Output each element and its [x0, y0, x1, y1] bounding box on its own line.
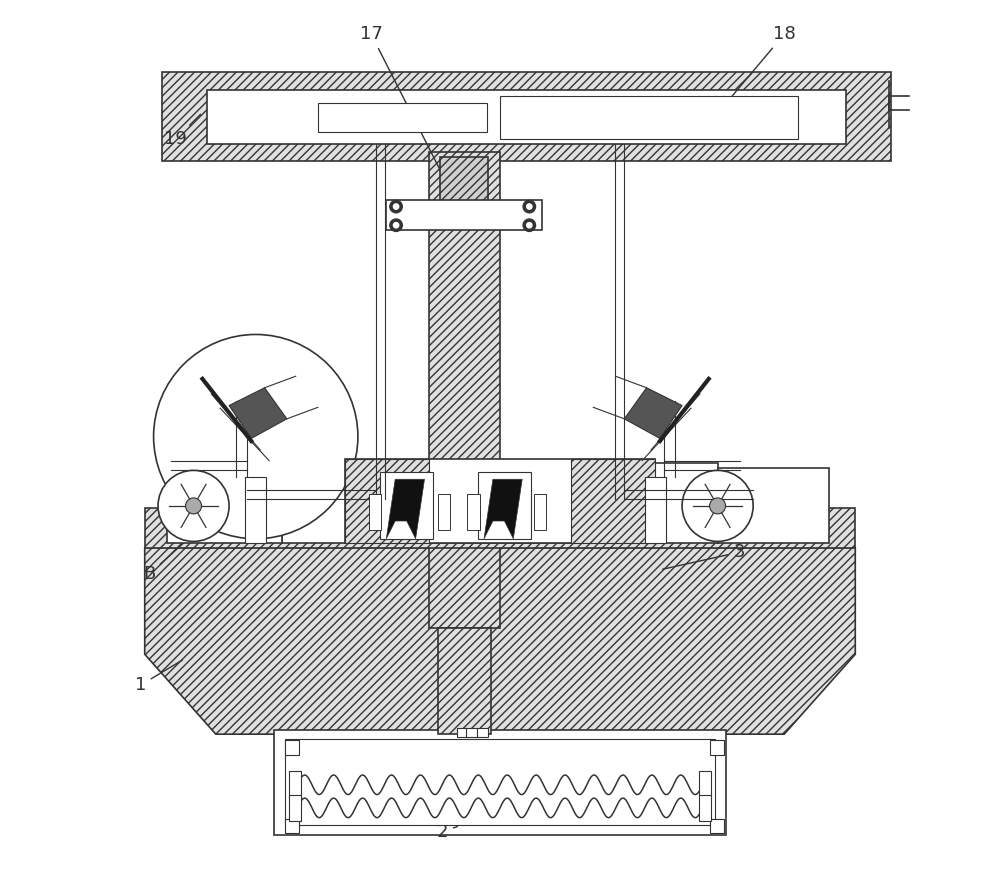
- Circle shape: [158, 470, 229, 542]
- Bar: [440, 157, 488, 203]
- Bar: [285, 740, 299, 755]
- Bar: [457, 728, 488, 737]
- Bar: [500, 96, 798, 139]
- Bar: [282, 463, 718, 544]
- Bar: [718, 468, 829, 544]
- Circle shape: [710, 498, 726, 514]
- Bar: [345, 459, 655, 544]
- Bar: [145, 508, 855, 548]
- Bar: [285, 819, 299, 833]
- Polygon shape: [229, 388, 287, 438]
- Bar: [571, 459, 655, 544]
- Bar: [162, 72, 891, 161]
- Circle shape: [527, 223, 532, 228]
- Text: 18: 18: [724, 25, 796, 106]
- Bar: [245, 477, 266, 544]
- Text: 1: 1: [135, 660, 182, 694]
- Bar: [285, 739, 715, 825]
- Bar: [478, 472, 531, 539]
- Text: 2: 2: [437, 823, 457, 841]
- Circle shape: [682, 470, 753, 542]
- Bar: [645, 477, 666, 544]
- Circle shape: [527, 204, 532, 209]
- Circle shape: [186, 498, 202, 514]
- Polygon shape: [484, 479, 522, 539]
- Polygon shape: [386, 479, 425, 539]
- Bar: [207, 90, 846, 143]
- Bar: [274, 730, 726, 835]
- Bar: [289, 772, 301, 798]
- Circle shape: [390, 200, 402, 213]
- Bar: [380, 472, 433, 539]
- Circle shape: [523, 219, 536, 232]
- Bar: [467, 495, 480, 530]
- Bar: [167, 468, 282, 544]
- Text: A: A: [161, 413, 192, 459]
- Polygon shape: [145, 548, 855, 734]
- Bar: [369, 495, 381, 530]
- Bar: [345, 459, 429, 544]
- Bar: [438, 627, 491, 734]
- Text: 3: 3: [663, 544, 746, 569]
- Polygon shape: [624, 388, 682, 438]
- Bar: [710, 819, 724, 833]
- Bar: [386, 200, 542, 230]
- Circle shape: [523, 200, 536, 213]
- Bar: [699, 795, 711, 822]
- Text: 17: 17: [360, 25, 457, 203]
- Bar: [699, 772, 711, 798]
- Bar: [318, 102, 487, 132]
- Circle shape: [393, 204, 399, 209]
- Text: 19: 19: [164, 114, 200, 148]
- Bar: [438, 495, 450, 530]
- Bar: [429, 152, 500, 627]
- Circle shape: [154, 334, 358, 539]
- Bar: [534, 495, 546, 530]
- Text: B: B: [143, 487, 245, 584]
- Circle shape: [393, 223, 399, 228]
- Bar: [710, 740, 724, 755]
- Circle shape: [390, 219, 402, 232]
- Bar: [289, 795, 301, 822]
